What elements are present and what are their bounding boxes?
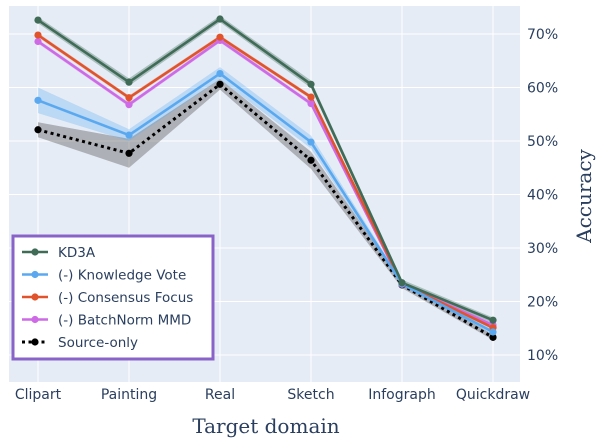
point-kd3a (398, 279, 406, 287)
line-knowledge-vote (37, 72, 494, 334)
y-axis-title: Accuracy (572, 148, 596, 243)
y-tick-label: 40% (527, 188, 558, 204)
x-tick-label: Infograph (368, 387, 435, 403)
series-markers (34, 15, 497, 341)
point-batchnorm-mmd (307, 99, 315, 108)
point-knowledge-vote (125, 131, 133, 139)
x-axis-title: Target domain (192, 414, 339, 438)
point-kd3a (125, 78, 133, 86)
legend-label-source-only: Source-only (58, 335, 138, 351)
point-source-only (489, 333, 497, 341)
point-consensus-focus (307, 93, 315, 101)
legend-marker-source-only (31, 338, 39, 346)
point-batchnorm-mmd (125, 101, 133, 109)
y-tick-label: 10% (527, 348, 558, 364)
line-source-only (37, 82, 494, 339)
x-tick-label: Sketch (287, 387, 334, 403)
band-source-only (38, 78, 493, 341)
point-knowledge-vote (216, 69, 224, 78)
point-consensus-focus (34, 31, 42, 39)
legend: KD3A (-) Knowledge Vote (-) Consensus Focu… (11, 234, 215, 361)
legend-label-knowledge-vote: (-) Knowledge Vote (58, 268, 186, 284)
point-source-only (125, 149, 133, 157)
point-kd3a (307, 80, 315, 88)
series-lines (37, 17, 494, 339)
point-source-only (307, 156, 315, 164)
point-batchnorm-mmd (34, 37, 42, 46)
point-kd3a (34, 16, 42, 24)
y-tick-label: 20% (527, 295, 558, 311)
legend-label-batchnorm-mmd: (-) BatchNorm MMD (58, 313, 191, 329)
y-tick-label: 60% (527, 81, 558, 97)
legend-marker-consensus-focus (31, 293, 39, 301)
y-tick-labels: 10% 20% 30% 40% 50% 60% 70% (527, 27, 558, 364)
y-tick-label: 30% (527, 241, 558, 257)
point-source-only (216, 80, 224, 88)
y-tick-label: 70% (527, 27, 558, 43)
point-knowledge-vote (307, 138, 315, 146)
legend-label-kd3a: KD3A (58, 245, 96, 261)
legend-label-consensus-focus: (-) Consensus Focus (58, 290, 193, 306)
point-consensus-focus (216, 33, 224, 41)
legend-marker-batchnorm-mmd (31, 315, 39, 324)
point-knowledge-vote (489, 328, 497, 336)
x-tick-label: Quickdraw (456, 387, 530, 403)
point-kd3a (216, 15, 224, 23)
x-tick-label: Real (205, 387, 235, 403)
x-tick-label: Painting (101, 387, 157, 403)
x-tick-labels: Clipart Painting Real Sketch Infograph Quickd… (15, 387, 530, 403)
legend-marker-kd3a (31, 248, 39, 256)
legend-marker-knowledge-vote (31, 270, 39, 279)
x-tick-label: Clipart (15, 387, 62, 403)
line-kd3a (37, 17, 494, 322)
point-kd3a (489, 316, 497, 324)
point-knowledge-vote (34, 96, 42, 104)
point-source-only (34, 126, 42, 134)
point-consensus-focus (125, 94, 133, 102)
y-tick-label: 50% (527, 134, 558, 150)
